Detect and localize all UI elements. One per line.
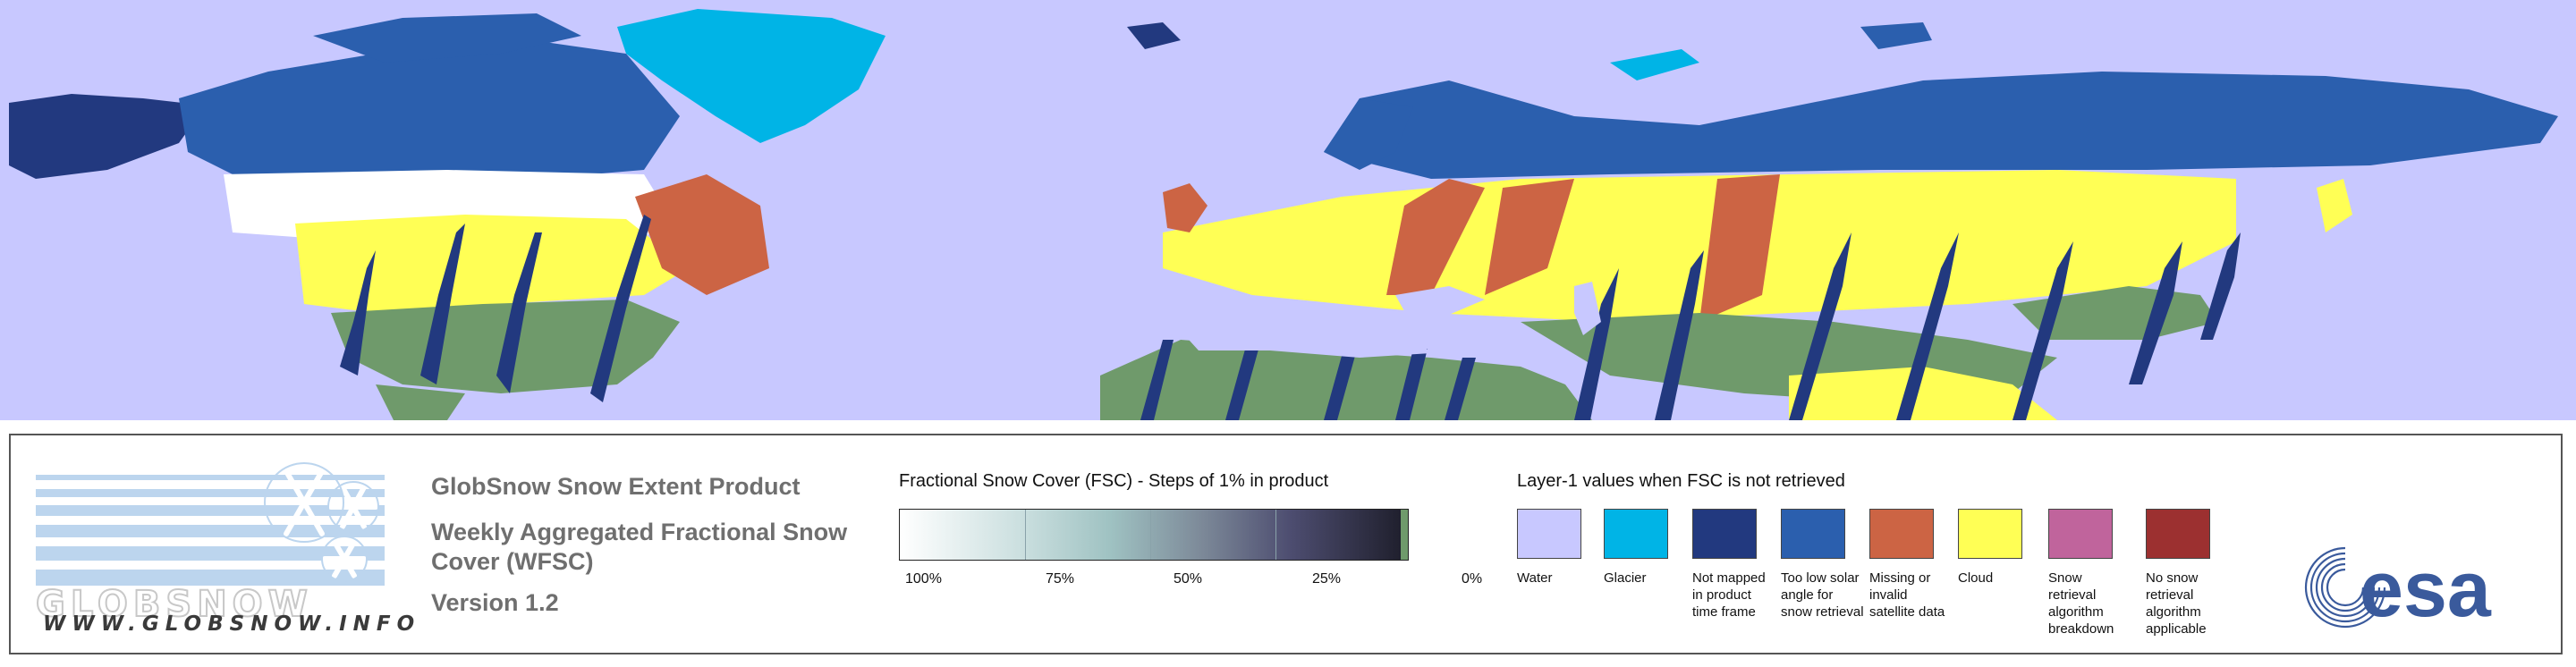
svalbard-region <box>1127 22 1181 49</box>
globsnow-logo: GLOBSNOW <box>36 462 385 626</box>
legend-panel: GLOBSNOW WWW.GLOBSNOW.INFO GlobSnow Snow… <box>9 434 2563 654</box>
label-too-low-solar: Too low solar angle for snow retrieval <box>1781 570 1864 620</box>
alaska-region <box>9 94 206 179</box>
logo-wordmark: GLOBSNOW <box>36 584 313 625</box>
swatch-not-mapped <box>1692 509 1757 559</box>
snow-cover-map <box>0 0 2576 420</box>
not-mapped-stripes <box>340 215 2241 420</box>
swatch-water <box>1517 509 1581 559</box>
label-no-snow-retrieval: No snow retrieval algorithm applicable <box>2146 570 2207 637</box>
fsc-scale-title: Fractional Snow Cover (FSC) - Steps of 1… <box>899 471 1329 491</box>
greenland-glacier <box>617 9 886 143</box>
eurasia-north-region <box>1324 72 2558 179</box>
product-name: GlobSnow Snow Extent Product <box>431 473 801 500</box>
fsc-colorbar <box>899 509 1409 561</box>
eurasia-missing-band-3 <box>1699 174 1780 322</box>
mediterranean-sea <box>1181 317 1431 358</box>
snowflake-outline-icon <box>264 462 379 582</box>
japan-cloud <box>2317 179 2352 232</box>
fsc-tick-75: 75% <box>1046 571 1075 587</box>
label-missing: Missing or invalid satellite data <box>1869 570 1945 620</box>
layer1-title: Layer-1 values when FSC is not retrieved <box>1517 471 1845 491</box>
product-version: Version 1.2 <box>431 589 559 616</box>
eurasia-missing-band-2 <box>1485 179 1574 295</box>
swatch-cloud <box>1958 509 2022 559</box>
label-not-mapped: Not mapped in product time frame <box>1692 570 1766 620</box>
swatch-missing <box>1869 509 1934 559</box>
snowflake-icon <box>266 469 378 578</box>
swatch-breakdown <box>2048 509 2113 559</box>
fsc-tick-100: 100% <box>905 571 942 587</box>
canada-east-missing <box>635 174 769 295</box>
north-america-cloud <box>295 215 689 313</box>
canada-north-region <box>179 36 680 179</box>
severnaya-zemlya <box>1860 22 1932 49</box>
fsc-tick-25: 25% <box>1312 571 1342 587</box>
logo-url: WWW.GLOBSNOW.INFO <box>43 612 421 636</box>
esa-logo: esa <box>2304 543 2492 632</box>
swatch-glacier <box>1604 509 1668 559</box>
fsc-tick-0: 0% <box>1462 571 1483 587</box>
eurasia-missing-band-1 <box>1386 179 1485 295</box>
label-glacier: Glacier <box>1604 570 1647 586</box>
label-water: Water <box>1517 570 1553 586</box>
fsc-tick-50: 50% <box>1174 571 1203 587</box>
india-cloud <box>1789 367 2057 420</box>
product-type: Weekly Aggregated Fractional Snow Cover … <box>431 519 848 575</box>
label-breakdown: Snow retrieval algorithm breakdown <box>2048 570 2114 637</box>
fsc-gradient <box>900 510 1401 560</box>
swatch-no-snow-retrieval <box>2146 509 2210 559</box>
canadian-arctic-islands <box>313 13 581 63</box>
label-cloud: Cloud <box>1958 570 1994 586</box>
esa-wordmark: esa <box>2360 545 2492 632</box>
swatch-too-low-solar <box>1781 509 1845 559</box>
mexico-no-snow <box>376 384 465 420</box>
novaya-zemlya <box>1610 49 1699 80</box>
black-sea <box>1395 286 1485 315</box>
scandinavia-region <box>1324 98 1413 170</box>
caspian-sea <box>1574 282 1601 335</box>
fsc-zero-swatch <box>1401 510 1408 560</box>
uk-missing <box>1163 183 1208 232</box>
